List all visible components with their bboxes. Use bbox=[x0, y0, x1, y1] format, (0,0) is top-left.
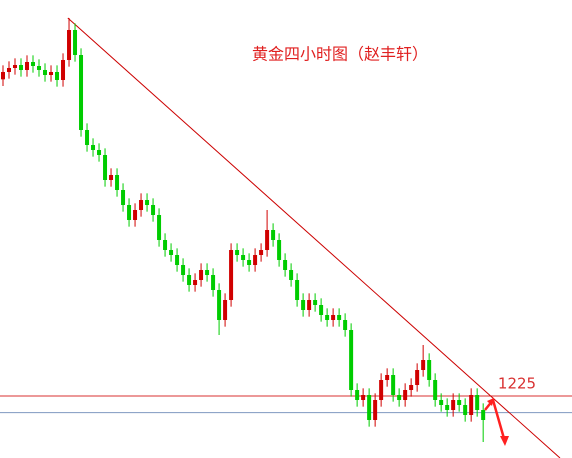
candle-body bbox=[145, 200, 150, 205]
candle-body bbox=[397, 395, 402, 400]
candle-body bbox=[109, 175, 114, 180]
candle-body bbox=[127, 205, 132, 220]
candle-body bbox=[403, 390, 408, 400]
candle-body bbox=[151, 205, 156, 215]
candle-body bbox=[235, 250, 240, 255]
candle-body bbox=[241, 255, 246, 260]
candle-body bbox=[97, 150, 102, 155]
candle-body bbox=[385, 375, 390, 380]
candle-body bbox=[289, 270, 294, 280]
candle-body bbox=[337, 315, 342, 320]
level-label: 1225 bbox=[498, 375, 536, 393]
candle-body bbox=[79, 55, 84, 130]
candle-body bbox=[181, 265, 186, 275]
candle-body bbox=[121, 190, 126, 205]
candle-body bbox=[133, 210, 138, 220]
candle-body bbox=[295, 280, 300, 300]
candle-body bbox=[7, 68, 12, 72]
candle-body bbox=[55, 72, 60, 80]
candle-body bbox=[31, 62, 36, 66]
arrow-head bbox=[500, 436, 509, 446]
candle-body bbox=[433, 380, 438, 400]
candle-body bbox=[349, 330, 354, 390]
candle-body bbox=[391, 375, 396, 395]
candle-body bbox=[271, 230, 276, 240]
candle-body bbox=[451, 400, 456, 410]
candle-body bbox=[283, 260, 288, 270]
candle-body bbox=[61, 60, 66, 80]
trend-line bbox=[67, 17, 561, 458]
candle-body bbox=[199, 270, 204, 280]
candle-body bbox=[115, 175, 120, 190]
candle-body bbox=[25, 62, 30, 70]
candle-body bbox=[91, 145, 96, 150]
candle-body bbox=[301, 300, 306, 310]
candle-body bbox=[427, 360, 432, 380]
candle-body bbox=[463, 405, 468, 415]
candle-body bbox=[229, 250, 234, 300]
candle-body bbox=[247, 260, 252, 265]
candle-body bbox=[73, 30, 78, 55]
candle-body bbox=[313, 300, 318, 305]
candle-body bbox=[193, 280, 198, 285]
candle-body bbox=[415, 370, 420, 385]
candle-body bbox=[139, 200, 144, 210]
candle-body bbox=[325, 315, 330, 320]
candle-body bbox=[187, 275, 192, 285]
candle-body bbox=[19, 65, 24, 70]
candle-body bbox=[13, 65, 18, 68]
candle-body bbox=[157, 215, 162, 240]
candle-body bbox=[475, 395, 480, 410]
candle-body bbox=[343, 320, 348, 330]
candle-body bbox=[211, 275, 216, 290]
candle-body bbox=[49, 72, 54, 75]
candle-body bbox=[163, 240, 168, 250]
candle-body bbox=[43, 70, 48, 75]
candle-body bbox=[409, 385, 414, 390]
candle-body bbox=[457, 400, 462, 405]
candle-body bbox=[277, 240, 282, 260]
candle-body bbox=[331, 315, 336, 320]
candle-body bbox=[355, 390, 360, 400]
candle-body bbox=[67, 30, 72, 60]
candle-body bbox=[103, 155, 108, 180]
candle-body bbox=[85, 130, 90, 145]
arrow-head bbox=[487, 398, 494, 406]
candle-body bbox=[481, 410, 486, 420]
candle-body bbox=[439, 400, 444, 405]
candle-body bbox=[379, 380, 384, 400]
candle-body bbox=[469, 395, 474, 415]
candle-body bbox=[445, 405, 450, 410]
candle-body bbox=[1, 72, 6, 80]
candle-body bbox=[217, 290, 222, 320]
chart-title: 黄金四小时图（赵丰轩） bbox=[252, 45, 428, 64]
candle-body bbox=[169, 250, 174, 255]
candle-body bbox=[259, 250, 264, 255]
candle-body bbox=[175, 255, 180, 265]
candle-body bbox=[373, 400, 378, 420]
candle-body bbox=[319, 305, 324, 315]
candle-body bbox=[205, 270, 210, 275]
candle-body bbox=[265, 230, 270, 250]
candle-body bbox=[307, 300, 312, 310]
candle-body bbox=[253, 255, 258, 265]
candle-body bbox=[361, 395, 366, 400]
candle-body bbox=[37, 66, 42, 70]
candle-body bbox=[367, 395, 372, 420]
candle-body bbox=[421, 360, 426, 370]
candle-body bbox=[223, 300, 228, 320]
